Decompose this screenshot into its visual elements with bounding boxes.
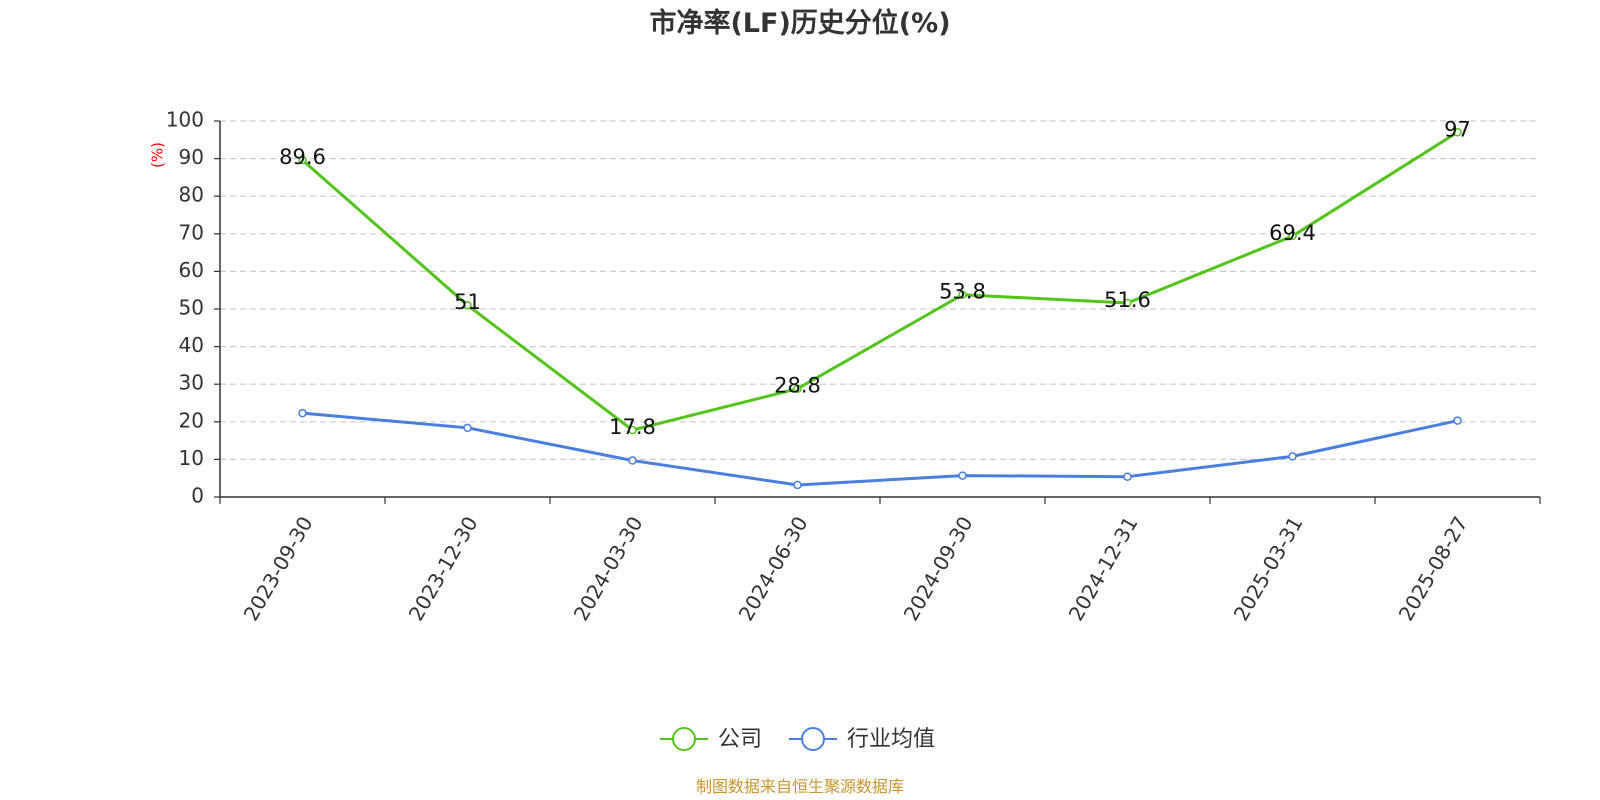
y-tick-label: 100 [166, 108, 204, 132]
data-label: 17.8 [609, 415, 656, 439]
y-tick-label: 90 [179, 145, 204, 169]
data-point [958, 471, 967, 480]
legend-label: 公司 [718, 727, 762, 752]
legend-item-0[interactable]: 公司 [660, 727, 762, 752]
data-point [1453, 128, 1462, 137]
data-point [958, 290, 967, 299]
data-source-note: 制图数据来自恒生聚源数据库 [696, 777, 904, 796]
y-tick-label: 50 [179, 296, 204, 320]
series-group: 89.6 51 17.8 28.8 53.8 51.6 69.4 97 [279, 117, 1471, 490]
y-tick-label: 10 [179, 446, 204, 470]
data-point [1123, 472, 1132, 481]
legend-label: 行业均值 [847, 727, 935, 752]
series-line-0 [301, 131, 1459, 432]
x-tick-label: 2023-12-30 [404, 512, 483, 625]
data-point [1123, 298, 1132, 308]
data-label: 69.4 [1269, 221, 1316, 245]
data-point [298, 155, 307, 165]
x-tick-label: 2024-03-30 [569, 512, 648, 625]
x-tick-label: 2024-06-30 [734, 512, 813, 625]
data-label: 28.8 [774, 374, 821, 398]
legend-marker-icon [672, 727, 696, 751]
data-point [1453, 416, 1462, 425]
data-point [463, 300, 472, 310]
y-tick-label: 60 [179, 258, 204, 282]
data-label: 51.6 [1104, 288, 1151, 312]
y-tick-label: 70 [179, 220, 204, 244]
data-point [1288, 231, 1297, 241]
data-point [463, 423, 472, 433]
x-tick-label: 2024-12-31 [1064, 512, 1143, 625]
y-tick-label: 40 [179, 333, 204, 357]
y-tick-label: 80 [179, 183, 204, 207]
legend-marker-icon [801, 727, 825, 751]
data-label: 89.6 [279, 145, 326, 169]
data-point [793, 384, 802, 393]
x-tick-label: 2025-03-31 [1229, 512, 1308, 625]
y-axis-unit-label: (%) [149, 142, 167, 168]
legend[interactable]: 公司 行业均值 [660, 727, 935, 752]
x-tick-label: 2023-09-30 [239, 512, 318, 625]
data-label: 53.8 [939, 280, 986, 304]
data-point [793, 480, 802, 490]
y-tick-label: 0 [191, 484, 204, 508]
x-tick-label: 2024-09-30 [899, 512, 978, 625]
y-tick-label: 20 [179, 408, 204, 432]
x-tick-label: 2025-08-27 [1394, 512, 1473, 625]
data-point [628, 456, 637, 465]
data-point [298, 408, 307, 418]
data-label: 97 [1444, 117, 1471, 141]
series-line-1 [302, 411, 1458, 487]
data-point [628, 425, 637, 435]
data-label: 51 [454, 290, 481, 314]
chart-title: 市净率(LF)历史分位(%) [649, 7, 950, 39]
axes: 0 10 20 30 40 50 60 70 80 90 100 2023-09-30 2023-12-… [166, 108, 1541, 625]
legend-item-1[interactable]: 行业均值 [789, 727, 935, 752]
gridlines [220, 120, 1540, 460]
data-point [1288, 452, 1297, 461]
y-tick-label: 30 [179, 371, 204, 395]
